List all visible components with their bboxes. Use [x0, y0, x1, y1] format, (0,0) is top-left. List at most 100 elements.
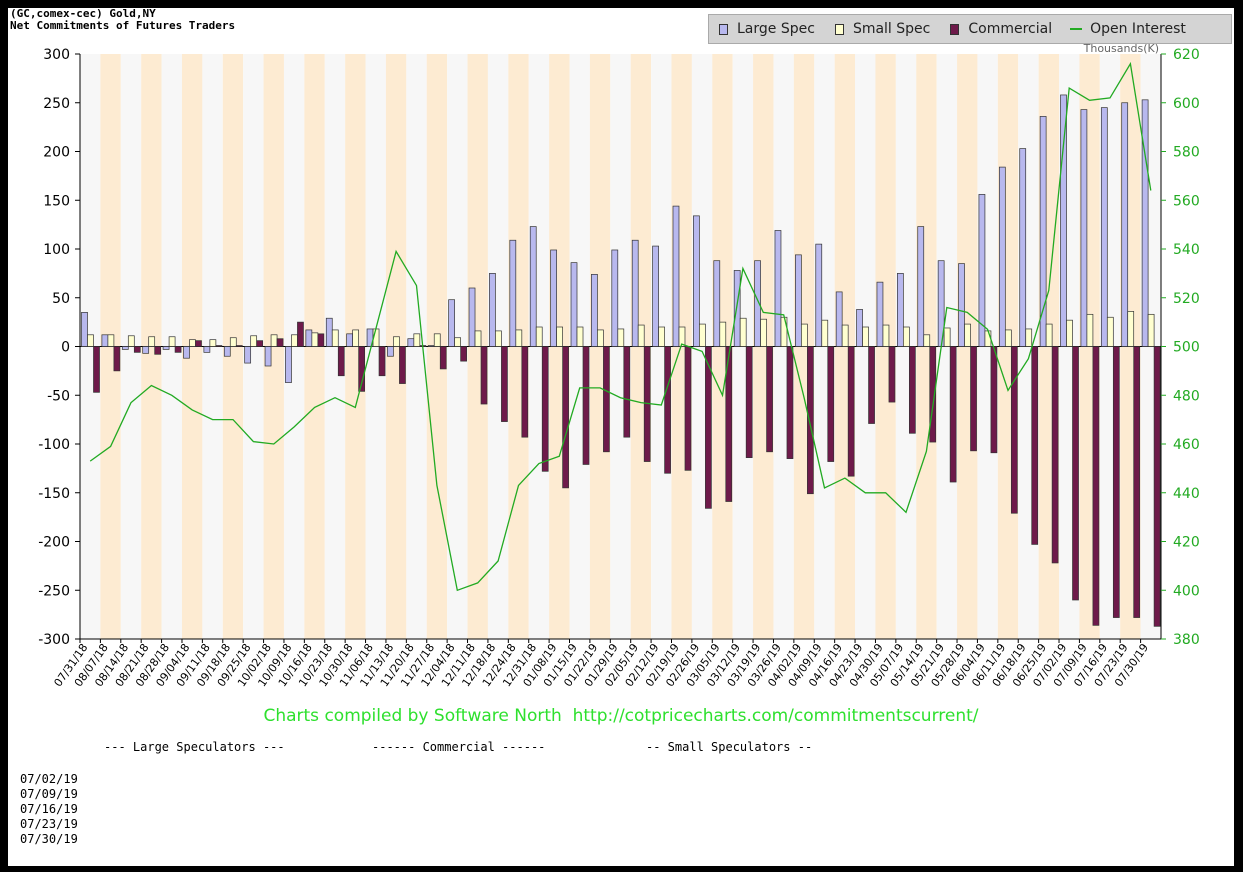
bar-commercial — [949, 346, 957, 483]
y-tick-label: -300 — [38, 632, 70, 648]
bar-commercial — [582, 346, 590, 465]
bar-large-spec — [509, 239, 517, 347]
legend-swatch — [1070, 28, 1083, 30]
bar-commercial — [868, 346, 875, 424]
y2-tick-label: 600 — [1173, 96, 1200, 112]
bar-small-spec — [943, 327, 951, 347]
bar-large-spec — [611, 249, 619, 347]
bar-commercial — [521, 346, 529, 438]
y-tick-label: 250 — [43, 96, 70, 112]
chart-title: (GC,comex-cec) Gold,NY — [10, 8, 156, 20]
bar-commercial — [664, 346, 671, 474]
bar-small-spec — [699, 323, 706, 347]
y2-tick-label: 380 — [1173, 632, 1200, 648]
bar-large-spec — [631, 239, 639, 347]
bar-large-spec — [815, 243, 823, 347]
bar-small-spec — [617, 328, 625, 347]
bar-small-spec — [902, 326, 910, 347]
bar-commercial — [705, 346, 712, 509]
bar-commercial — [786, 346, 794, 459]
bar-large-spec — [876, 281, 884, 347]
bar-commercial — [93, 346, 100, 393]
bar-large-spec — [1060, 94, 1067, 347]
bar-large-spec — [489, 273, 496, 347]
bar-small-spec — [107, 334, 115, 347]
bar-small-spec — [637, 324, 645, 347]
chart-subtitle: Net Commitments of Futures Traders — [10, 19, 236, 32]
bar-small-spec — [311, 332, 319, 347]
y-tick-label: -150 — [38, 486, 70, 502]
y-tick-label: 100 — [43, 242, 70, 258]
bar-small-spec — [87, 334, 94, 347]
bar-commercial — [215, 345, 223, 347]
bar-small-spec — [597, 329, 604, 347]
bar-commercial — [1112, 346, 1120, 618]
y-tick-label: 0 — [61, 340, 70, 356]
y2-tick-label: 540 — [1173, 242, 1200, 258]
bar-small-spec — [678, 326, 686, 347]
bar-commercial — [1031, 346, 1039, 545]
row-date: 07/16/19 — [20, 802, 78, 816]
bar-large-spec — [672, 205, 680, 347]
bar-small-spec — [454, 337, 461, 347]
bar-large-spec — [223, 346, 231, 357]
bar-small-spec — [1045, 323, 1053, 347]
bar-small-spec — [535, 326, 543, 347]
bar-commercial — [235, 345, 243, 347]
bar-small-spec — [1106, 316, 1114, 347]
bar-small-spec — [1086, 313, 1094, 347]
bar-commercial — [1153, 346, 1161, 627]
y2-tick-label: 460 — [1173, 437, 1200, 453]
bar-large-spec — [244, 346, 252, 364]
y-tick-label: -100 — [38, 437, 70, 453]
bar-large-spec — [325, 317, 333, 347]
bar-large-spec — [101, 334, 109, 347]
bar-large-spec — [1141, 99, 1149, 347]
bar-large-spec — [998, 166, 1006, 347]
row-date: 07/23/19 — [20, 817, 78, 831]
bar-commercial — [399, 346, 406, 384]
bar-commercial — [603, 346, 610, 453]
legend-label: Open Interest — [1090, 21, 1186, 37]
bar-commercial — [888, 346, 896, 403]
y2-tick-label: 560 — [1173, 193, 1200, 209]
bar-commercial — [970, 346, 977, 452]
y-tick-label: 150 — [43, 193, 70, 209]
bar-small-spec — [760, 318, 767, 347]
legend-swatch — [950, 23, 960, 35]
y2-tick-label: 580 — [1173, 145, 1200, 161]
y2-tick-label: 620 — [1173, 47, 1200, 63]
bar-small-spec — [1147, 313, 1155, 347]
bar-large-spec — [142, 346, 150, 354]
bar-small-spec — [148, 336, 156, 347]
bar-large-spec — [529, 226, 537, 347]
bar-small-spec — [1066, 319, 1073, 347]
bar-large-spec — [285, 346, 292, 383]
legend: Large Spec Small Spec Commercial Open In… — [708, 14, 1232, 44]
row-date: 07/02/19 — [20, 772, 78, 786]
open-interest-line — [89, 61, 1152, 592]
bar-commercial — [541, 346, 549, 472]
bar-commercial — [807, 346, 814, 495]
y-tick-label: 200 — [43, 145, 70, 161]
bar-small-spec — [780, 316, 788, 347]
legend-label: Large Spec — [737, 21, 815, 37]
bar-large-spec — [407, 338, 415, 347]
bar-small-spec — [556, 326, 563, 347]
bar-small-spec — [719, 321, 727, 347]
bar-small-spec — [413, 333, 421, 347]
bar-large-spec — [427, 345, 435, 347]
bar-commercial — [358, 346, 366, 392]
bar-commercial — [684, 346, 692, 471]
bar-large-spec — [183, 346, 190, 359]
bar-small-spec — [189, 339, 196, 347]
legend-swatch — [719, 23, 728, 35]
bar-small-spec — [229, 337, 237, 347]
y2-tick-label: 500 — [1173, 340, 1200, 356]
bar-commercial — [195, 340, 202, 347]
bar-commercial — [439, 346, 447, 370]
y-tick-label: -250 — [38, 583, 70, 599]
bar-commercial — [929, 346, 937, 443]
bar-commercial — [562, 346, 569, 489]
bar-large-spec — [896, 273, 904, 347]
